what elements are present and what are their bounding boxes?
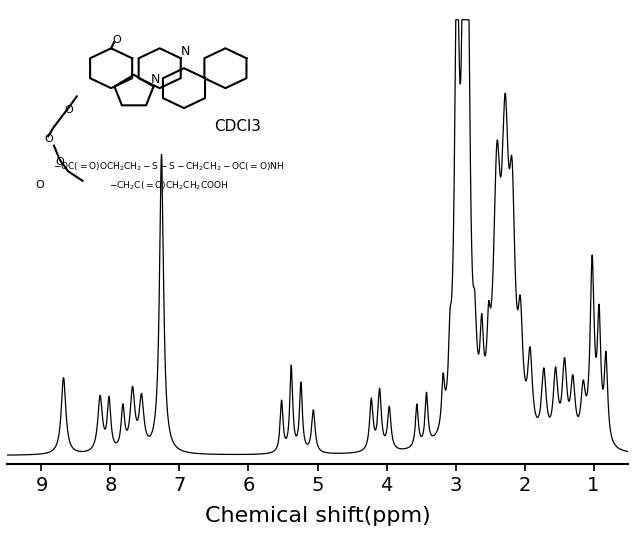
Text: O: O (44, 134, 53, 143)
Text: O: O (64, 106, 72, 116)
Text: N: N (150, 74, 160, 86)
Text: O: O (112, 35, 121, 45)
Text: O: O (55, 157, 64, 167)
Text: O: O (36, 181, 44, 190)
Text: $\mathregular{-OC(=O)OCH_2CH_2-S-S-CH_2CH_2-OC(=O)NH}$: $\mathregular{-OC(=O)OCH_2CH_2-S-S-CH_2C… (53, 160, 284, 173)
Text: N: N (181, 45, 190, 58)
X-axis label: Chemical shift(ppm): Chemical shift(ppm) (204, 506, 431, 526)
Text: $\mathregular{-CH_2C(=O)CH_2CH_2COOH}$: $\mathregular{-CH_2C(=O)CH_2CH_2COOH}$ (109, 179, 228, 192)
Text: CDCl3: CDCl3 (214, 119, 261, 134)
